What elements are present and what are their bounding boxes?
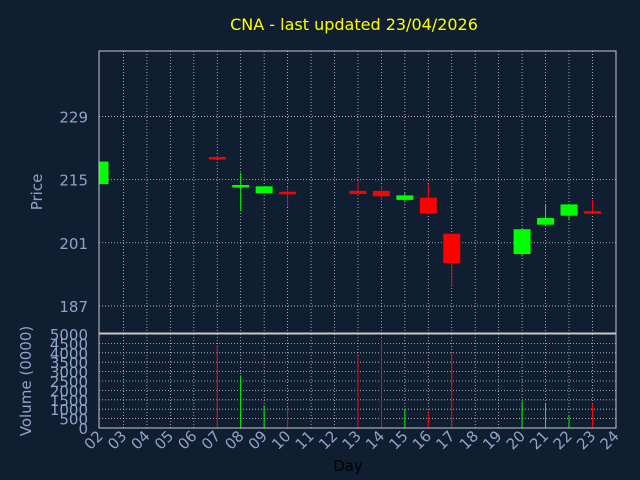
x-axis-label: Day	[333, 457, 363, 475]
candle-body	[372, 190, 390, 197]
candle-body	[583, 211, 601, 214]
price-axis-label: Price	[28, 174, 46, 211]
volume-tick-label: 0	[78, 420, 88, 438]
candle-body	[513, 229, 531, 255]
candle-body	[255, 186, 273, 194]
volume-tick-label: 1000	[50, 401, 88, 419]
candle-body	[419, 197, 437, 214]
candles	[99, 155, 601, 286]
chart-title: CNA - last updated 23/04/2026	[230, 15, 478, 34]
candle-body	[279, 191, 297, 195]
candle-body	[99, 161, 109, 185]
volume-tick-label: 4000	[50, 345, 88, 363]
price-tick-labels: 187 201 215 229	[59, 108, 88, 316]
price-grid	[99, 51, 616, 333]
volume-tick-label: 3000	[50, 364, 88, 382]
volume-tick-label: 500	[59, 411, 88, 429]
volume-tick-label: 1500	[50, 392, 88, 410]
price-panel: 187 201 215 229 Price	[28, 50, 617, 334]
price-tick-label: 215	[59, 172, 88, 190]
volume-tick-label: 3500	[50, 354, 88, 372]
price-tick-label: 201	[59, 235, 88, 253]
volume-tick-label: 5000	[50, 326, 88, 344]
price-tick-label: 187	[59, 298, 88, 316]
volume-panel-frame	[98, 333, 617, 429]
price-panel-frame	[98, 50, 617, 334]
volume-tick-label: 2000	[50, 382, 88, 400]
volume-axis-label: Volume (0000)	[17, 326, 35, 436]
candle-body	[443, 233, 461, 264]
x-tick-labels: 0203040506070809101112131415161718192021…	[81, 427, 623, 453]
candle-body	[208, 157, 226, 160]
candle-body	[537, 217, 555, 225]
volume-tick-label: 2500	[50, 373, 88, 391]
volume-panel: 0500100015002000250030003500400045005000…	[17, 326, 617, 438]
volume-bars	[216, 339, 593, 428]
volume-tick-label: 4500	[50, 335, 88, 353]
candle-body	[349, 190, 367, 195]
price-tick-label: 229	[59, 108, 88, 126]
candle-body	[396, 195, 414, 200]
candle-body	[232, 185, 250, 188]
candle-body	[560, 204, 578, 216]
